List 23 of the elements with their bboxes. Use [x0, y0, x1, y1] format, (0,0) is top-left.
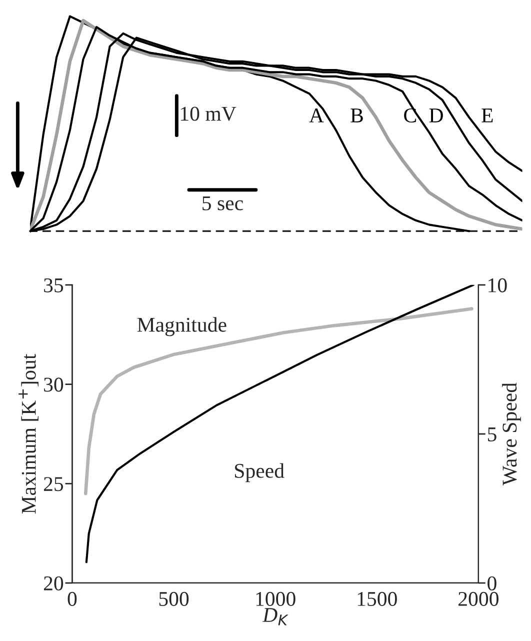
y-tick-label: 30: [44, 378, 64, 392]
x-tick-label: 1000: [256, 592, 296, 606]
annotation: 5 sec: [202, 196, 243, 210]
series-label: D: [429, 108, 443, 122]
series-label: A: [309, 108, 324, 122]
x-tick-label: 2000: [458, 592, 498, 606]
y-tick-label: 25: [44, 477, 64, 492]
series-label: Magnitude: [137, 317, 226, 336]
y-tick-label: 35: [44, 278, 64, 292]
series-label: B: [350, 108, 363, 122]
y2-axis-title: Wave Speed: [502, 382, 521, 486]
x-tick-label: 500: [159, 592, 189, 606]
x-axis-title: D$_{K}$: [262, 608, 288, 626]
y-axis-title: Maximum [K$^{+}$]out: [18, 354, 38, 514]
y2-tick-label: 0: [488, 576, 496, 590]
text: Speed: [235, 463, 284, 482]
x-tick-label: 0: [68, 592, 77, 606]
annotation: 10 mV: [180, 106, 236, 121]
series-label: E: [482, 108, 493, 122]
y2-tick-label: 10: [488, 278, 507, 292]
y2-tick-label: 5: [488, 428, 496, 442]
x-tick-label: 1500: [358, 592, 397, 606]
y-tick-label: 20: [44, 576, 64, 590]
